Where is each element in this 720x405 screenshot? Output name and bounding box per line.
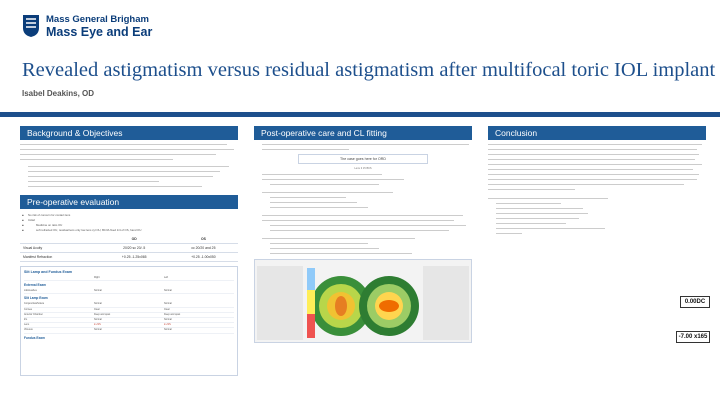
col-os: OS xyxy=(168,235,238,244)
exam-col-header: Right Left xyxy=(24,276,234,282)
poster-author: Isabel Deakins, OD xyxy=(22,89,95,98)
conclusion-heading: Conclusion xyxy=(488,126,706,140)
middle-column: Post-operative care and CL fitting The c… xyxy=(254,126,472,343)
table-row: Iris Normal Normal xyxy=(24,318,234,324)
exam-panel: Slit Lamp and Fundus Exam Right Left Ext… xyxy=(20,266,238,376)
background-body xyxy=(20,144,238,189)
value-box-dc: 0.00DC xyxy=(680,296,710,308)
topography-panel xyxy=(254,259,472,343)
preop-bullet: soft refracted OU, residual lens only lo… xyxy=(20,228,238,233)
postop-intro xyxy=(254,144,472,152)
preop-bullet: Medicine on ratio OU xyxy=(20,223,238,228)
table-header-row: OD OS xyxy=(20,235,238,244)
preop-bullet: No risk of concern for contact lens xyxy=(20,213,238,218)
callout-box: The case goes here for ORD xyxy=(298,154,428,164)
poster-header: Mass General Brigham Mass Eye and Ear Re… xyxy=(0,0,720,122)
table-row: Visual Acuity 20/20 sc 20/..5 cc 20/20 a… xyxy=(20,243,238,253)
corneal-topography-image xyxy=(255,260,471,342)
logo-line-1: Mass General Brigham xyxy=(46,14,149,25)
table-row: Vitreous Normal Normal xyxy=(24,328,234,334)
table-row: Anterior Chamber Deep and quiet Deep and… xyxy=(24,313,234,319)
conclusion-body xyxy=(488,144,706,236)
table-row: Lens 2+ NS 2+ NS xyxy=(24,323,234,329)
callout-caption: Lens 3 15 BKS xyxy=(354,167,372,170)
visual-acuity-table: OD OS Visual Acuity 20/20 sc 20/..5 cc 2… xyxy=(20,235,238,262)
poster-title: Revealed astigmatism versus residual ast… xyxy=(22,59,716,81)
table-row: Conjunctiva/Sclera Normal Normal xyxy=(24,302,234,308)
fundus-exam-label: Fundus Exam xyxy=(24,335,45,340)
exam-title: Slit Lamp and Fundus Exam xyxy=(24,270,73,274)
slit-lamp-label: Slit Lamp Exam xyxy=(24,296,48,301)
preop-bullets: No risk of concern for contact lens Init… xyxy=(20,213,238,233)
shield-icon xyxy=(23,15,39,37)
table-row: Manifest Refraction +0.25 -1.25x065 +0.2… xyxy=(20,252,238,262)
right-column: Conclusion xyxy=(488,126,706,238)
hospital-logo: Mass General Brigham Mass Eye and Ear xyxy=(22,14,152,39)
preop-heading: Pre-operative evaluation xyxy=(20,195,238,209)
table-row: Lids/Lashes Normal Normal xyxy=(24,289,234,295)
preop-bullet: Initial: xyxy=(20,218,238,223)
background-heading: Background & Objectives xyxy=(20,126,238,140)
col-od: OD xyxy=(99,235,169,244)
left-column: Background & Objectives Pre-operative ev… xyxy=(20,126,238,376)
header-divider xyxy=(0,112,720,117)
external-exam-label: External Exam xyxy=(24,283,46,288)
postop-body xyxy=(254,174,472,256)
postop-heading: Post-operative care and CL fitting xyxy=(254,126,472,140)
table-row: Cornea Clear Clear xyxy=(24,308,234,313)
logo-line-2: Mass Eye and Ear xyxy=(46,25,153,39)
value-box-axis: -7.00 x165 xyxy=(676,331,710,343)
